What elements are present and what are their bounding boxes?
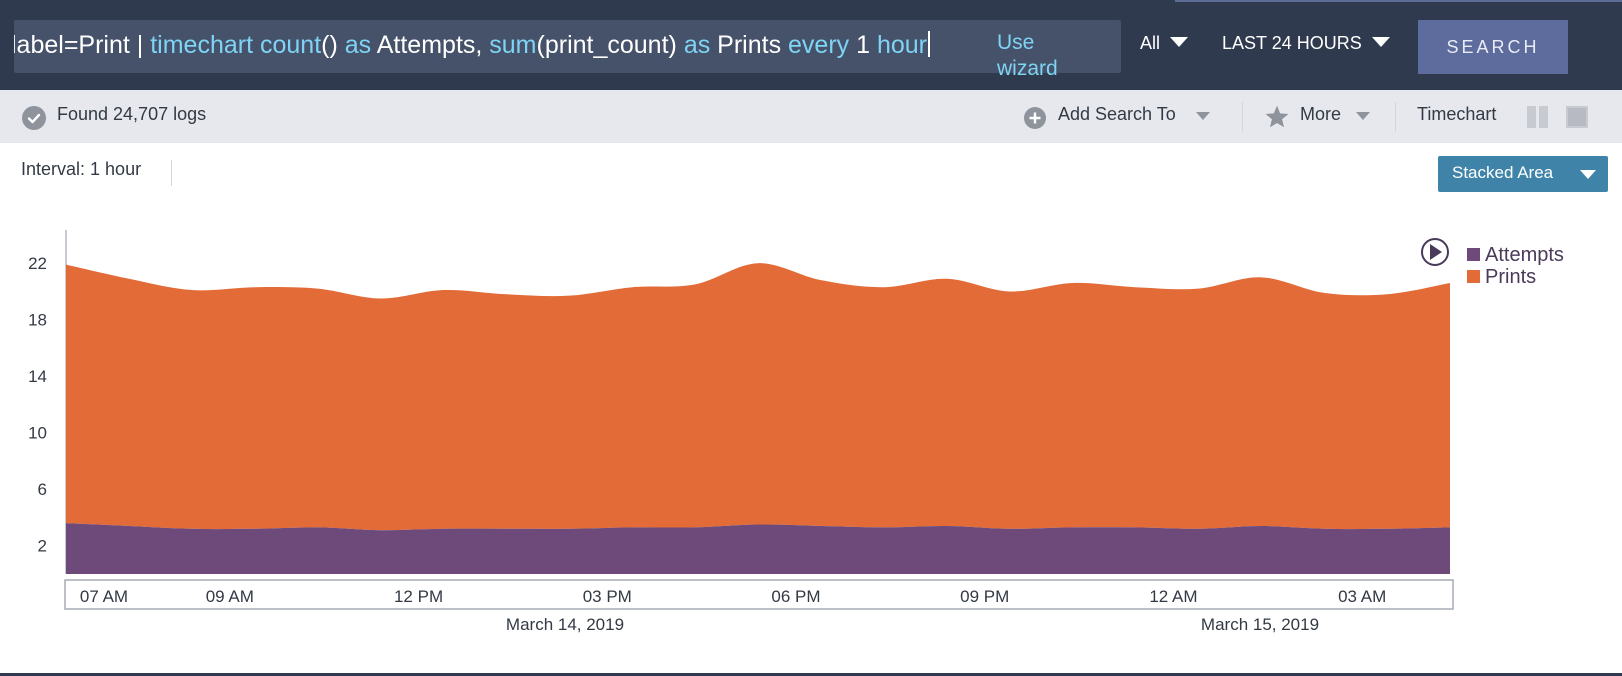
x-tick-label: 03 PM <box>583 587 632 606</box>
area-attempts <box>66 523 1450 574</box>
scope-dropdown[interactable]: All <box>1140 33 1189 54</box>
search-bar: label=Print | timechart count() as Attem… <box>0 0 1622 90</box>
y-tick-label: 2 <box>38 537 47 556</box>
chevron-down-icon <box>1580 170 1596 179</box>
y-tick-label: 18 <box>28 311 47 330</box>
x-axis-bar <box>64 579 1454 610</box>
query-keyword: sum <box>489 31 537 59</box>
query-prefix: label=Print | <box>14 31 151 59</box>
query-token: Attempts, <box>371 31 490 59</box>
results-toolbar: Found 24,707 logs Add Search To More Tim… <box>0 90 1622 143</box>
legend-label: Attempts <box>1485 244 1564 266</box>
check-circle-icon <box>22 106 46 130</box>
chevron-down-icon <box>1371 37 1390 47</box>
search-query-input[interactable]: label=Print | timechart count() as Attem… <box>14 20 1121 73</box>
x-tick-label: 06 PM <box>771 587 820 606</box>
plus-circle-icon <box>1024 107 1046 129</box>
date-label: March 14, 2019 <box>506 615 624 634</box>
chevron-down-icon <box>1196 112 1210 120</box>
stacked-area-chart: 2 6 10 14 18 22 07 AM 09 AM 12 PM 03 PM 06 PM 09 PM… <box>28 230 1454 634</box>
search-button[interactable]: SEARCH <box>1418 20 1568 74</box>
legend-item-attempts[interactable]: Attempts <box>1467 244 1564 267</box>
x-tick-label: 09 AM <box>206 587 254 606</box>
query-keyword: count <box>259 31 322 59</box>
split-view-icon[interactable] <box>1526 105 1550 129</box>
y-tick-label: 14 <box>28 367 47 386</box>
use-wizard-link[interactable]: Use wizard <box>997 31 1058 80</box>
x-tick-label: 03 AM <box>1338 587 1386 606</box>
topbar-accent <box>1175 0 1622 2</box>
area-prints <box>66 263 1450 531</box>
time-range-dropdown[interactable]: LAST 24 HOURS <box>1222 33 1390 54</box>
legend-swatch <box>1467 270 1480 283</box>
query-keyword: timechart <box>150 31 254 59</box>
divider <box>1242 102 1243 132</box>
timechart-label: Timechart <box>1417 104 1497 124</box>
x-tick-label: 09 PM <box>960 587 1009 606</box>
results-count: Found 24,707 logs <box>57 104 207 124</box>
date-label: March 15, 2019 <box>1201 615 1319 634</box>
x-tick-label: 12 PM <box>394 587 443 606</box>
chart-type-dropdown[interactable]: Stacked Area <box>1438 156 1608 192</box>
chevron-down-icon <box>1170 37 1189 47</box>
divider <box>1395 102 1396 132</box>
y-tick-label: 10 <box>28 424 47 443</box>
time-range-label: LAST 24 HOURS <box>1222 33 1362 53</box>
query-keyword: every <box>788 31 850 59</box>
query-keyword: as <box>683 31 711 59</box>
x-tick-label: 12 AM <box>1149 587 1197 606</box>
query-text[interactable]: label=Print | timechart count() as Attem… <box>14 30 930 60</box>
full-view-icon[interactable] <box>1565 105 1589 129</box>
legend-swatch <box>1467 248 1480 261</box>
text-cursor <box>928 31 930 57</box>
more-label: More <box>1300 104 1342 124</box>
query-keyword: hour <box>876 31 927 59</box>
star-icon <box>1265 105 1289 128</box>
query-token: (print_count) <box>536 31 684 59</box>
interval-label: Interval: 1 hour <box>21 159 142 179</box>
query-token: 1 <box>849 31 877 59</box>
y-tick-label: 6 <box>38 480 47 499</box>
add-search-to-label: Add Search To <box>1058 104 1176 124</box>
query-keyword: as <box>344 31 372 59</box>
play-icon[interactable] <box>1421 238 1449 266</box>
query-token: () <box>321 31 345 59</box>
legend-label: Prints <box>1485 266 1537 288</box>
y-tick-label: 22 <box>28 254 47 273</box>
play-icon-triangle <box>1430 244 1442 260</box>
x-tick-label: 07 AM <box>80 587 128 606</box>
divider <box>171 160 172 186</box>
chevron-down-icon <box>1356 112 1370 120</box>
chart-type-label: Stacked Area <box>1452 163 1554 182</box>
query-token: Prints <box>710 31 789 59</box>
legend-item-prints[interactable]: Prints <box>1467 266 1536 289</box>
scope-label: All <box>1140 33 1161 53</box>
footer-divider <box>0 673 1622 676</box>
